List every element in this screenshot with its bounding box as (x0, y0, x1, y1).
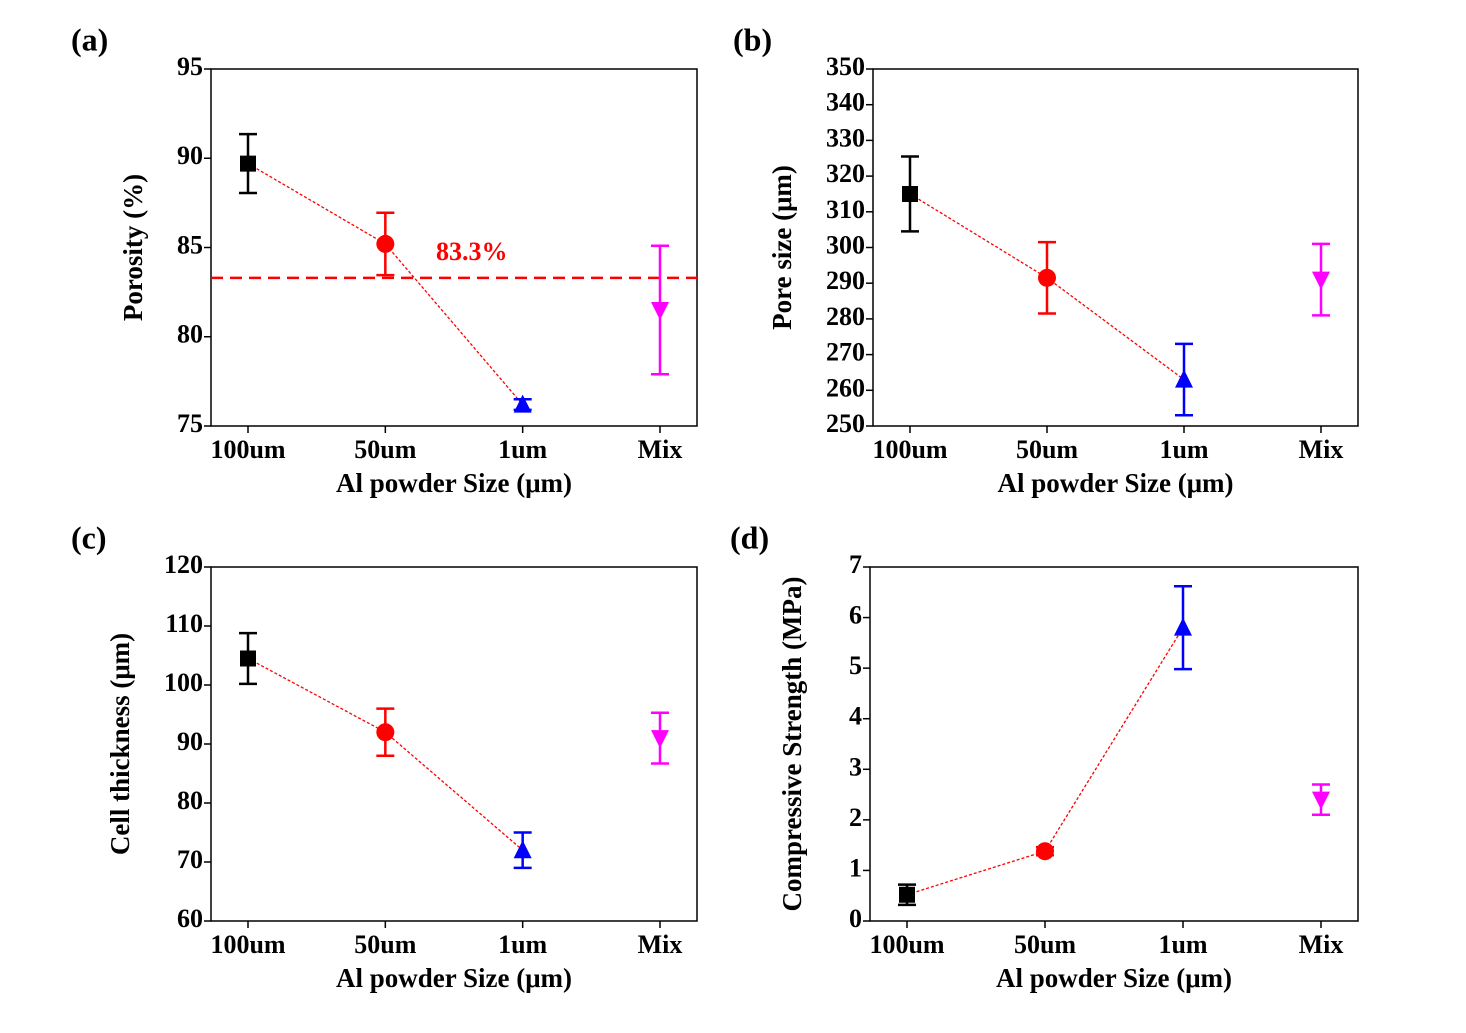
y-tick-label: 7 (849, 550, 862, 579)
marker (1038, 268, 1056, 287)
y-tick-label: 80 (177, 320, 203, 349)
x-tick-label: Mix (638, 930, 683, 959)
x-tick-label: 50um (354, 435, 416, 464)
x-tick-label: Mix (1299, 435, 1344, 464)
panel-label: (a) (71, 21, 108, 57)
x-axis-label: Al powder Size (μm) (336, 468, 572, 498)
marker (513, 840, 532, 859)
x-tick-label: Mix (1299, 930, 1344, 959)
x-tick-label: 100um (869, 930, 944, 959)
x-axis-label: Al powder Size (μm) (996, 963, 1232, 993)
y-axis-label: Porosity (%) (118, 174, 148, 321)
marker (240, 650, 256, 667)
y-tick-label: 350 (826, 52, 865, 81)
y-tick-label: 90 (177, 141, 203, 170)
y-tick-label: 6 (849, 601, 862, 630)
marker (1175, 369, 1193, 388)
x-axis-label: Al powder Size (μm) (997, 468, 1233, 498)
y-tick-label: 75 (177, 409, 203, 438)
y-tick-label: 3 (849, 752, 862, 781)
y-tick-label: 60 (177, 904, 203, 933)
x-tick-label: 100um (210, 930, 285, 959)
y-tick-label: 120 (164, 550, 203, 579)
marker (1036, 842, 1054, 861)
connecting-line (247, 163, 524, 406)
marker (1174, 617, 1192, 636)
plot-frame (872, 68, 1359, 427)
marker (651, 301, 669, 320)
y-tick-label: 250 (826, 409, 865, 438)
y-tick-label: 1 (849, 853, 862, 882)
marker (651, 730, 669, 749)
marker (1312, 271, 1330, 290)
y-axis-label: Pore size (μm) (767, 165, 797, 330)
reference-label: 83.3% (436, 237, 508, 266)
y-axis-label: Cell thickness (μm) (105, 633, 135, 855)
y-tick-label: 2 (849, 803, 862, 832)
plot-frame (210, 566, 698, 922)
marker (376, 723, 395, 742)
y-tick-label: 300 (826, 230, 865, 259)
x-tick-label: 100um (872, 435, 947, 464)
x-tick-label: 50um (1016, 435, 1078, 464)
plot-frame (869, 566, 1359, 922)
x-tick-label: 1um (1159, 435, 1208, 464)
x-tick-label: 100um (210, 435, 285, 464)
y-tick-label: 310 (826, 195, 865, 224)
marker (902, 185, 918, 202)
panel-label: (d) (730, 519, 769, 555)
y-tick-label: 290 (826, 266, 865, 295)
y-tick-label: 90 (177, 727, 203, 756)
marker (1312, 791, 1330, 810)
marker (899, 886, 915, 903)
x-tick-label: 1um (498, 930, 547, 959)
panel-label: (c) (71, 519, 107, 555)
y-tick-label: 270 (826, 338, 865, 367)
x-tick-label: 50um (1014, 930, 1076, 959)
y-axis-label: Compressive Strength (MPa) (777, 577, 807, 912)
y-tick-label: 4 (849, 702, 862, 731)
x-tick-label: 50um (354, 930, 416, 959)
y-tick-label: 70 (177, 845, 203, 874)
y-tick-label: 320 (826, 159, 865, 188)
y-tick-label: 280 (826, 302, 865, 331)
y-tick-label: 260 (826, 373, 865, 402)
y-tick-label: 340 (826, 88, 865, 117)
x-tick-label: Mix (638, 435, 683, 464)
x-tick-label: 1um (1158, 930, 1207, 959)
y-tick-label: 95 (177, 52, 203, 81)
panel-label: (b) (733, 21, 772, 57)
y-tick-label: 100 (164, 668, 203, 697)
y-tick-label: 110 (165, 609, 203, 638)
y-tick-label: 85 (177, 230, 203, 259)
x-tick-label: 1um (498, 435, 547, 464)
y-tick-label: 5 (849, 651, 862, 680)
marker (240, 155, 256, 172)
marker (376, 234, 395, 253)
y-tick-label: 330 (826, 123, 865, 152)
y-tick-label: 0 (849, 904, 862, 933)
marker (513, 394, 532, 413)
x-axis-label: Al powder Size (μm) (336, 963, 572, 993)
y-tick-label: 80 (177, 786, 203, 815)
